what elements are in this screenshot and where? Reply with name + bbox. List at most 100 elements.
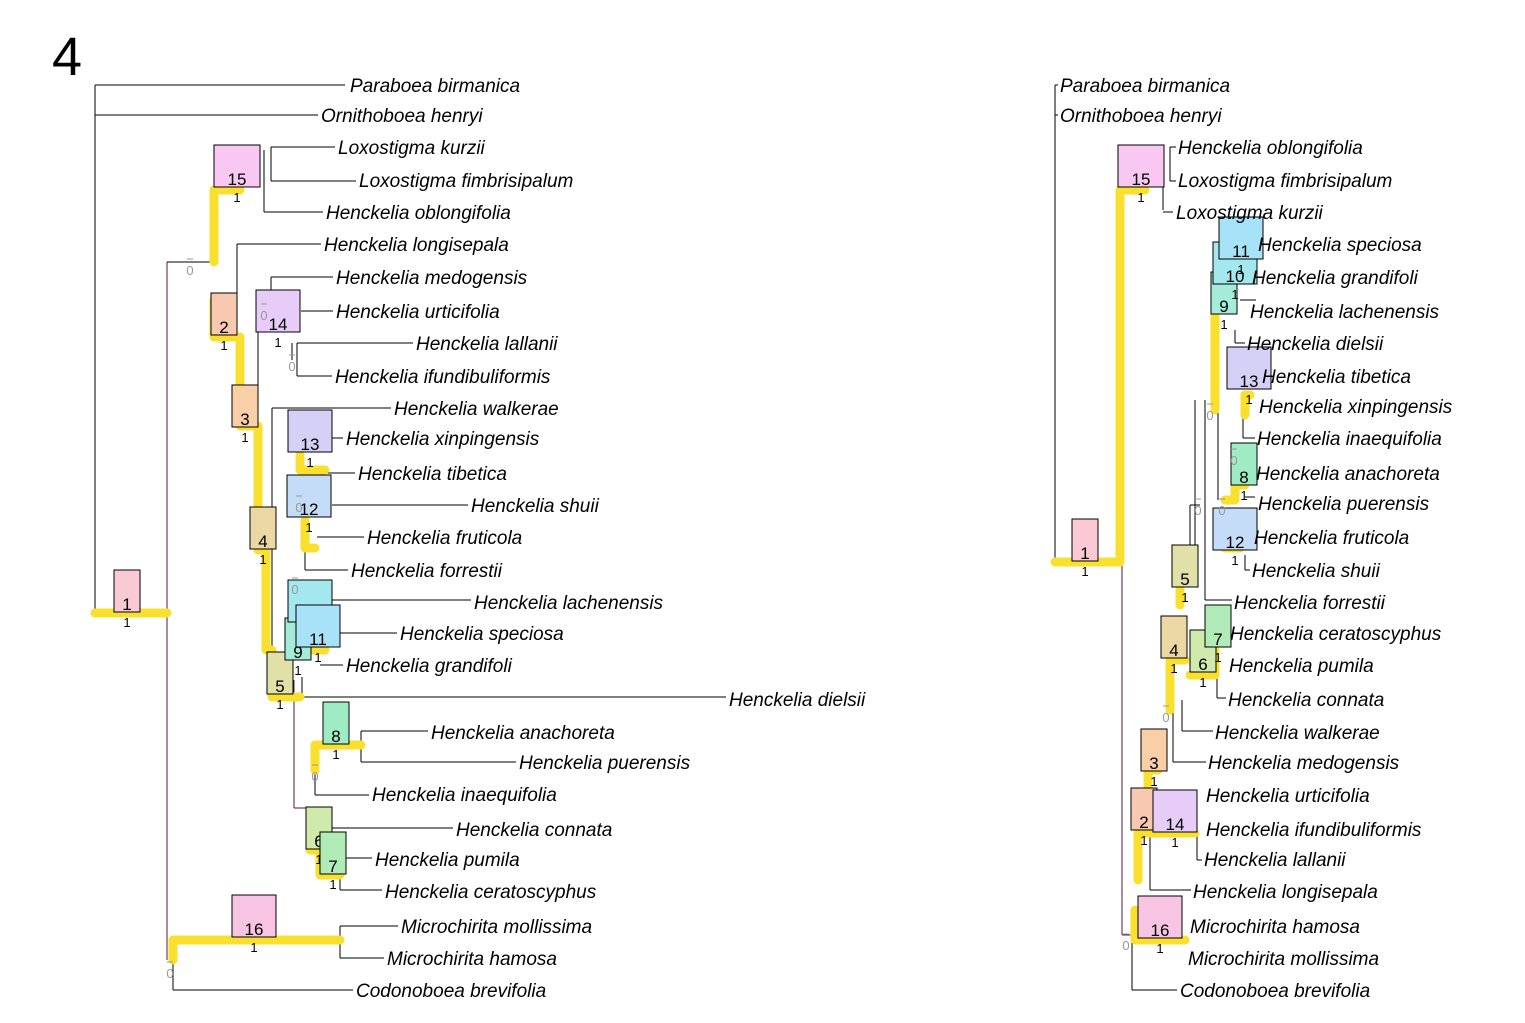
taxon-label: Henckelia oblongifolia [1178, 138, 1363, 159]
node-support-6: 1 [1199, 675, 1206, 690]
taxon-label: Microchirita hamosa [387, 949, 557, 970]
taxon-label: Microchirita hamosa [1190, 917, 1360, 938]
taxon-label: Paraboea birmanica [350, 76, 520, 97]
node-box-3 [231, 384, 259, 428]
taxon-label: Henckelia walkerae [394, 399, 559, 420]
node-id-2: 2 [1139, 813, 1148, 832]
node-box-15 [1117, 144, 1165, 188]
node-id-1: 1 [1080, 544, 1089, 563]
taxon-label: Henckelia dielsii [729, 690, 866, 711]
node-id-9: 9 [293, 643, 302, 662]
taxon-label: Henckelia shuii [471, 496, 600, 517]
taxon-label: Henckelia anachoreta [1256, 464, 1440, 485]
figure-label: 4 [52, 27, 83, 87]
zero-label: 0 [311, 769, 318, 784]
taxon-label: Henckelia forrestii [351, 561, 503, 582]
taxon-label: Ornithoboea henryi [321, 106, 483, 127]
highlight-path [295, 450, 330, 475]
node-support-5: 1 [1181, 590, 1188, 605]
highlight-path [1130, 905, 1190, 945]
right-tree: 1121314151617181911011111211311411511610… [1050, 76, 1453, 1002]
highlight-path [209, 185, 245, 267]
taxon-label: Henckelia grandifoli [1252, 268, 1419, 289]
node-id-8: 8 [331, 727, 340, 746]
zero-label: 0 [1206, 408, 1213, 423]
node-id-5: 5 [275, 677, 284, 696]
highlight-path [1165, 655, 1190, 715]
node-id-10: 10 [1226, 267, 1245, 286]
node-id-11: 11 [309, 630, 327, 649]
node-box-14 [255, 289, 301, 333]
node-support-15: 1 [233, 190, 240, 205]
left-tree: 1121314151617181911011111211311411511610… [90, 76, 866, 1002]
taxon-label: Henckelia inaequifolia [372, 785, 557, 806]
node-id-7: 7 [1213, 630, 1222, 649]
taxon-label: Loxostigma kurzii [1176, 203, 1324, 224]
node-box-16 [1137, 895, 1183, 939]
taxon-label: Loxostigma fimbrisipalum [359, 171, 573, 192]
node-id-11: 11 [1232, 242, 1250, 261]
node-box-3 [1140, 728, 1168, 772]
node-support-1: 1 [123, 615, 130, 630]
taxon-label: Henckelia longisepala [1193, 882, 1378, 903]
node-box-6 [1189, 629, 1217, 673]
taxon-label: Henckelia speciosa [1258, 235, 1422, 256]
node-box-4 [1160, 615, 1188, 659]
node-support-2: 1 [220, 338, 227, 353]
node-id-13: 13 [301, 435, 320, 454]
node-box-13 [287, 409, 333, 453]
node-id-16: 16 [1151, 921, 1170, 940]
node-id-14: 14 [1166, 815, 1185, 834]
node-support-4: 1 [1170, 661, 1177, 676]
node-support-14: 1 [1171, 835, 1178, 850]
taxon-label: Henckelia lachenensis [1250, 302, 1440, 323]
node-support-6: 1 [315, 852, 322, 867]
node-box-4 [249, 506, 277, 550]
taxon-label: Henckelia ceratoscyphus [1230, 624, 1442, 645]
node-support-11: 1 [314, 650, 321, 665]
node-id-2: 2 [219, 318, 228, 337]
node-box-13 [1226, 346, 1272, 390]
zero-label: 0 [1162, 710, 1169, 725]
node-box-8 [322, 701, 350, 745]
taxon-label: Microchirita mollissima [1188, 949, 1379, 970]
node-support-13: 1 [306, 455, 313, 470]
zero-label: 0 [1122, 938, 1129, 953]
node-id-7: 7 [328, 857, 337, 876]
node-support-2: 1 [1140, 833, 1147, 848]
node-id-9: 9 [1219, 297, 1228, 316]
node-support-8: 1 [1240, 488, 1247, 503]
node-box-16 [231, 894, 277, 938]
taxon-label: Henckelia medogensis [336, 268, 528, 289]
node-support-8: 1 [332, 747, 339, 762]
taxon-label: Henckelia connata [1228, 690, 1384, 711]
taxon-label: Henckelia tibetica [1262, 367, 1411, 388]
taxon-label: Henckelia ceratoscyphus [385, 882, 597, 903]
node-id-4: 4 [1169, 641, 1178, 660]
taxon-label: Henckelia anachoreta [431, 723, 615, 744]
taxon-label: Loxostigma kurzii [338, 138, 486, 159]
taxon-label: Henckelia dielsii [1247, 334, 1384, 355]
node-support-16: 1 [1156, 941, 1163, 956]
highlight-path [168, 935, 345, 965]
node-box-11 [1218, 216, 1264, 260]
taxon-label: Henckelia pumila [1229, 656, 1374, 677]
node-support-4: 1 [259, 552, 266, 567]
node-id-5: 5 [1180, 570, 1189, 589]
taxon-label: Henckelia puerensis [519, 753, 691, 774]
node-support-16: 1 [250, 940, 257, 955]
node-id-1: 1 [122, 595, 131, 614]
node-id-14: 14 [269, 315, 288, 334]
zero-label: 0 [260, 308, 267, 323]
node-id-15: 15 [228, 170, 247, 189]
taxon-label: Henckelia tibetica [358, 464, 507, 485]
node-box-12 [286, 474, 332, 518]
taxon-label: Henckelia walkerae [1215, 723, 1380, 744]
highlight-path [1240, 390, 1255, 420]
taxon-label: Henckelia pumila [375, 850, 520, 871]
node-id-12: 12 [1226, 533, 1245, 552]
zero-label: 0 [1230, 453, 1237, 468]
taxon-label: Henckelia lallanii [416, 334, 558, 355]
taxon-label: Henckelia connata [456, 820, 612, 841]
